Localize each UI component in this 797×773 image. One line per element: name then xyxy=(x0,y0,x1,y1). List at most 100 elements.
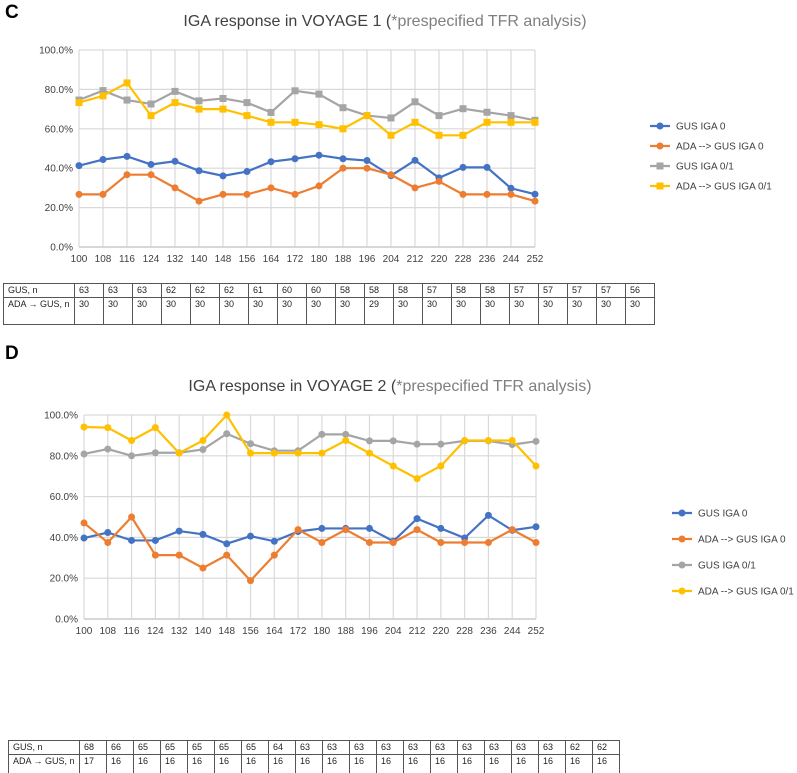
data-point xyxy=(413,526,421,534)
data-point xyxy=(508,437,516,444)
data-point xyxy=(80,450,88,458)
y-tick-label: 20.0% xyxy=(50,574,78,585)
table-cell: 65 xyxy=(214,740,242,755)
table-cell: 16 xyxy=(592,754,620,773)
panel-label-c: C xyxy=(5,2,19,23)
data-point xyxy=(267,158,275,166)
table-cell: 29 xyxy=(364,297,394,325)
series-line xyxy=(78,81,535,137)
x-tick-label: 116 xyxy=(124,626,140,637)
data-point xyxy=(339,155,347,163)
table-cell: 30 xyxy=(219,297,249,325)
data-point xyxy=(435,131,443,139)
data-point xyxy=(99,92,107,100)
data-point xyxy=(147,100,155,108)
table-cell: 68 xyxy=(79,740,107,755)
x-tick-label: 236 xyxy=(479,254,496,265)
legend-label: GUS IGA 0/1 xyxy=(698,561,756,572)
data-point xyxy=(219,190,227,198)
table-cell: 62 xyxy=(592,740,620,755)
x-tick-label: 244 xyxy=(503,254,520,265)
data-point xyxy=(128,513,136,521)
data-point xyxy=(342,437,350,444)
data-point xyxy=(219,105,227,113)
data-point xyxy=(223,430,231,438)
legend-marker xyxy=(656,122,664,130)
legend-label: GUS IGA 0/1 xyxy=(676,162,734,173)
y-tick-label: 60.0% xyxy=(50,492,78,503)
series-line xyxy=(83,432,537,457)
panel-label-d: D xyxy=(5,343,19,364)
data-point xyxy=(104,424,112,432)
x-tick-label: 172 xyxy=(287,254,304,265)
data-point xyxy=(223,540,231,548)
legend-label: ADA --> GUS IGA 0/1 xyxy=(698,587,794,598)
data-point xyxy=(147,160,155,168)
data-point xyxy=(365,437,373,445)
table-cell: 57 xyxy=(567,283,597,298)
chart-title: IGA response in VOYAGE 1 (*prespecified … xyxy=(183,13,586,30)
table-cell: 60 xyxy=(306,283,336,298)
data-point xyxy=(123,152,131,160)
data-point xyxy=(411,118,419,126)
data-point xyxy=(104,539,112,546)
data-point xyxy=(484,511,492,519)
data-point xyxy=(294,449,302,457)
table-cell: 62 xyxy=(190,283,220,298)
series-line xyxy=(83,515,537,583)
x-tick-label: 180 xyxy=(314,626,331,637)
data-point xyxy=(267,184,275,192)
x-tick-label: 196 xyxy=(359,254,376,265)
table-cell: 30 xyxy=(567,297,597,325)
legend-label: ADA --> GUS IGA 0 xyxy=(698,535,786,546)
data-point xyxy=(315,90,323,98)
y-tick-label: 0.0% xyxy=(55,615,78,626)
data-point xyxy=(363,157,371,165)
x-tick-label: 228 xyxy=(455,254,472,265)
table-cell: 30 xyxy=(451,297,481,325)
x-tick-label: 124 xyxy=(143,254,160,265)
data-point xyxy=(363,112,371,120)
x-tick-label: 188 xyxy=(337,626,354,637)
table-cell: 30 xyxy=(132,297,162,325)
data-point xyxy=(363,164,371,172)
data-point xyxy=(123,79,131,87)
table-cell: 30 xyxy=(103,297,133,325)
data-point xyxy=(459,105,467,113)
data-point xyxy=(270,551,278,559)
x-tick-label: 252 xyxy=(528,626,545,637)
data-point xyxy=(195,197,203,205)
series-line xyxy=(78,89,536,122)
data-point xyxy=(195,167,203,175)
x-tick-label: 228 xyxy=(456,626,473,637)
data-point xyxy=(267,118,275,126)
data-point xyxy=(80,534,88,542)
data-point xyxy=(532,539,540,546)
y-tick-label: 100.0% xyxy=(44,411,78,422)
data-point xyxy=(342,430,350,438)
table-cell: 16 xyxy=(565,754,593,773)
data-point xyxy=(75,99,83,107)
data-point xyxy=(531,190,539,198)
x-tick-label: 180 xyxy=(311,254,328,265)
data-point xyxy=(387,171,395,179)
x-tick-label: 164 xyxy=(263,254,280,265)
data-point xyxy=(507,112,515,120)
table-cell: 16 xyxy=(160,754,188,773)
table-cell: 61 xyxy=(248,283,278,298)
data-point xyxy=(411,184,419,192)
data-point xyxy=(267,108,275,116)
x-tick-label: 132 xyxy=(167,254,184,265)
table-cell: 63 xyxy=(295,740,323,755)
data-point xyxy=(195,105,203,113)
table-cell: 62 xyxy=(565,740,593,755)
data-point xyxy=(104,529,112,537)
data-point xyxy=(437,524,445,532)
data-point xyxy=(223,551,231,559)
legend-label: ADA --> GUS IGA 0/1 xyxy=(676,182,772,193)
legend-label: GUS IGA 0 xyxy=(698,509,748,520)
data-point xyxy=(387,131,395,139)
table-cell: 17 xyxy=(79,754,107,773)
row-label: ADA → GUS, n xyxy=(3,297,75,325)
data-point xyxy=(389,539,397,546)
